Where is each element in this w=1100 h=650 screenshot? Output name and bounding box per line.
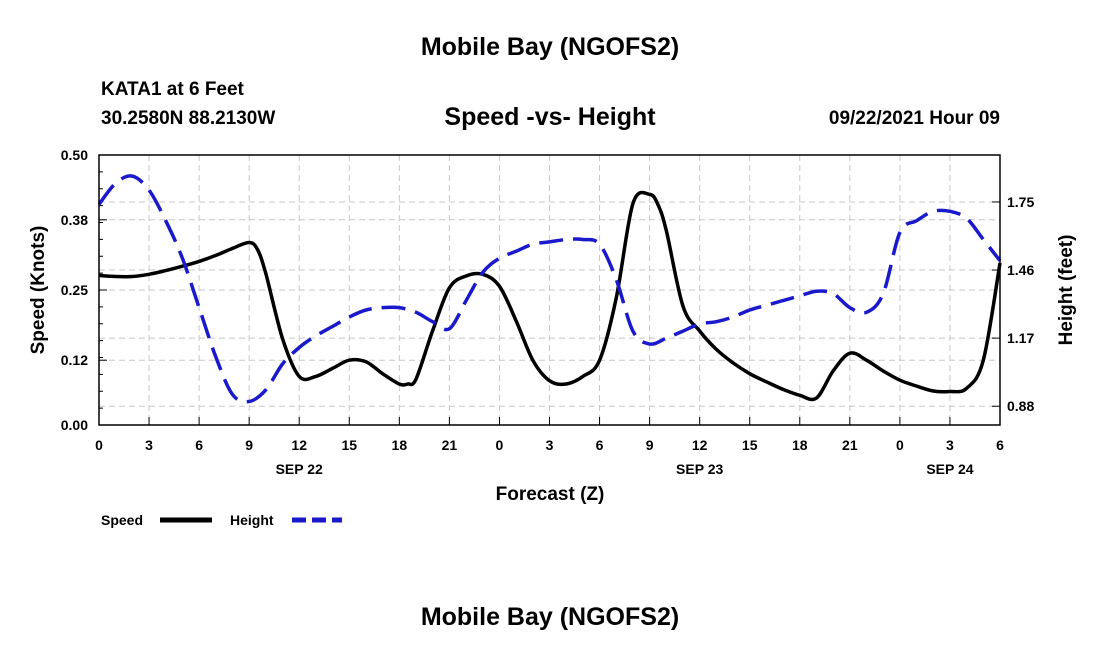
y-tick-label: 0.38	[61, 212, 88, 228]
series-lines	[97, 174, 1002, 404]
x-tick-label: 0	[896, 437, 904, 453]
legend-label-speed: Speed	[101, 512, 143, 528]
x-tick-label: 9	[646, 437, 654, 453]
station-label: KATA1 at 6 Feet	[101, 79, 245, 100]
x-tick-label: 9	[245, 437, 253, 453]
x-tick-label: 21	[442, 437, 458, 453]
axis-ticks: 0 3 6 9 12 15 18 21 0 3 6 9 12 15 18 21 0 3 6 SEP 22 SEP 23 S…	[61, 147, 1035, 477]
legend-label-height: Height	[230, 512, 274, 528]
station-coords: 30.2580N 88.2130W	[101, 108, 275, 129]
chart-title: Mobile Bay (NGOFS2)	[421, 33, 679, 61]
x-tick-label: 21	[842, 437, 858, 453]
date-label: SEP 23	[676, 461, 723, 477]
speed-series-line	[98, 190, 1002, 402]
x-tick-label: 6	[195, 437, 203, 453]
height-series-line	[97, 174, 1002, 404]
x-tick-label: 3	[546, 437, 554, 453]
date-label: SEP 22	[276, 461, 323, 477]
x-tick-label: 18	[392, 437, 408, 453]
x-tick-label: 15	[742, 437, 758, 453]
x-tick-label: 18	[792, 437, 808, 453]
x-axis-label: Forecast (Z)	[496, 484, 605, 505]
x-tick-label: 3	[946, 437, 954, 453]
forecast-datetime: 09/22/2021 Hour 09	[829, 108, 1000, 129]
y2-tick-label: 0.88	[1007, 398, 1034, 414]
x-tick-label: 0	[95, 437, 103, 453]
x-tick-label: 6	[996, 437, 1004, 453]
y2-tick-label: 1.17	[1007, 330, 1034, 346]
x-tick-label: 12	[692, 437, 708, 453]
y-tick-label: 0.12	[61, 352, 88, 368]
x-tick-label: 6	[596, 437, 604, 453]
legend: Speed Height	[101, 512, 342, 528]
x-tick-label: 15	[341, 437, 357, 453]
grid	[99, 155, 1000, 425]
y2-axis-label: Height (feet)	[1056, 235, 1077, 346]
x-tick-label: 0	[496, 437, 504, 453]
y2-tick-label: 1.75	[1007, 194, 1034, 210]
date-label: SEP 24	[926, 461, 973, 477]
y-tick-label: 0.50	[61, 147, 88, 163]
x-tick-label: 12	[291, 437, 307, 453]
plot-frame	[98, 154, 1001, 426]
y-axis-label: Speed (Knots)	[28, 226, 49, 355]
x-tick-label: 3	[145, 437, 153, 453]
y-tick-label: 0.25	[61, 282, 88, 298]
y-tick-label: 0.00	[61, 417, 88, 433]
y2-tick-label: 1.46	[1007, 262, 1034, 278]
chart-subtitle: Speed -vs- Height	[444, 103, 656, 131]
footer-title: Mobile Bay (NGOFS2)	[421, 603, 679, 631]
